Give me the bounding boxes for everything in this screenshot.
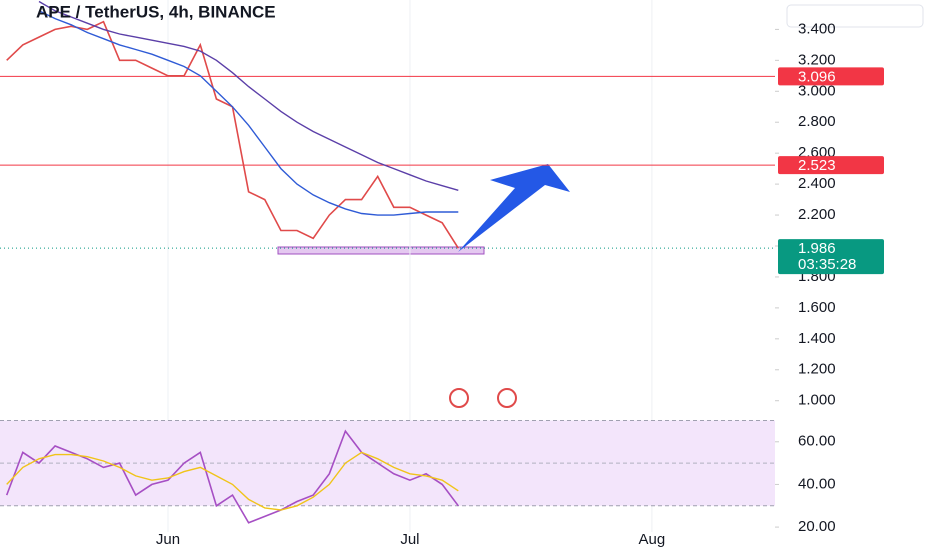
- flag-icons: [449, 388, 517, 408]
- y-tick-label: 60.00: [798, 433, 836, 450]
- y-tick-label: 3.000: [798, 82, 836, 99]
- last-price-bg: [778, 239, 884, 275]
- level-label-bg: [778, 67, 884, 86]
- support-zone: [277, 246, 485, 255]
- y-tick-label: 3.400: [798, 20, 836, 37]
- x-tick-label: Jun: [156, 531, 180, 548]
- x-tick-label: Aug: [639, 531, 666, 548]
- toolbar-box: [786, 4, 924, 28]
- rsi-axis-bg: [775, 410, 932, 550]
- chart-title: APE / TetherUS, 4h, BINANCE: [36, 2, 276, 21]
- countdown-label: 03:35:28: [798, 256, 856, 273]
- y-tick-label: 2.800: [798, 113, 836, 130]
- level-label-bg: [778, 156, 884, 175]
- y-tick-label: 1.000: [798, 392, 836, 409]
- series-line: [6, 451, 459, 511]
- y-tick-label: 20.00: [798, 518, 836, 535]
- y-tick-label: 2.200: [798, 206, 836, 223]
- series-line: [38, 0, 459, 191]
- series-line: [6, 20, 459, 249]
- series-line: [38, 10, 459, 216]
- y-tick-label: 40.00: [798, 475, 836, 492]
- level-label: 3.096: [798, 68, 836, 85]
- last-price-label: 1.986: [798, 240, 836, 257]
- y-tick-label: 1.400: [798, 330, 836, 347]
- y-tick-label: 1.200: [798, 361, 836, 378]
- y-tick-label: 3.200: [798, 51, 836, 68]
- x-tick-label: Jul: [400, 531, 419, 548]
- y-tick-label: 1.600: [798, 299, 836, 316]
- level-label: 2.523: [798, 157, 836, 174]
- y-tick-label: 2.400: [798, 175, 836, 192]
- arrow: [458, 164, 570, 252]
